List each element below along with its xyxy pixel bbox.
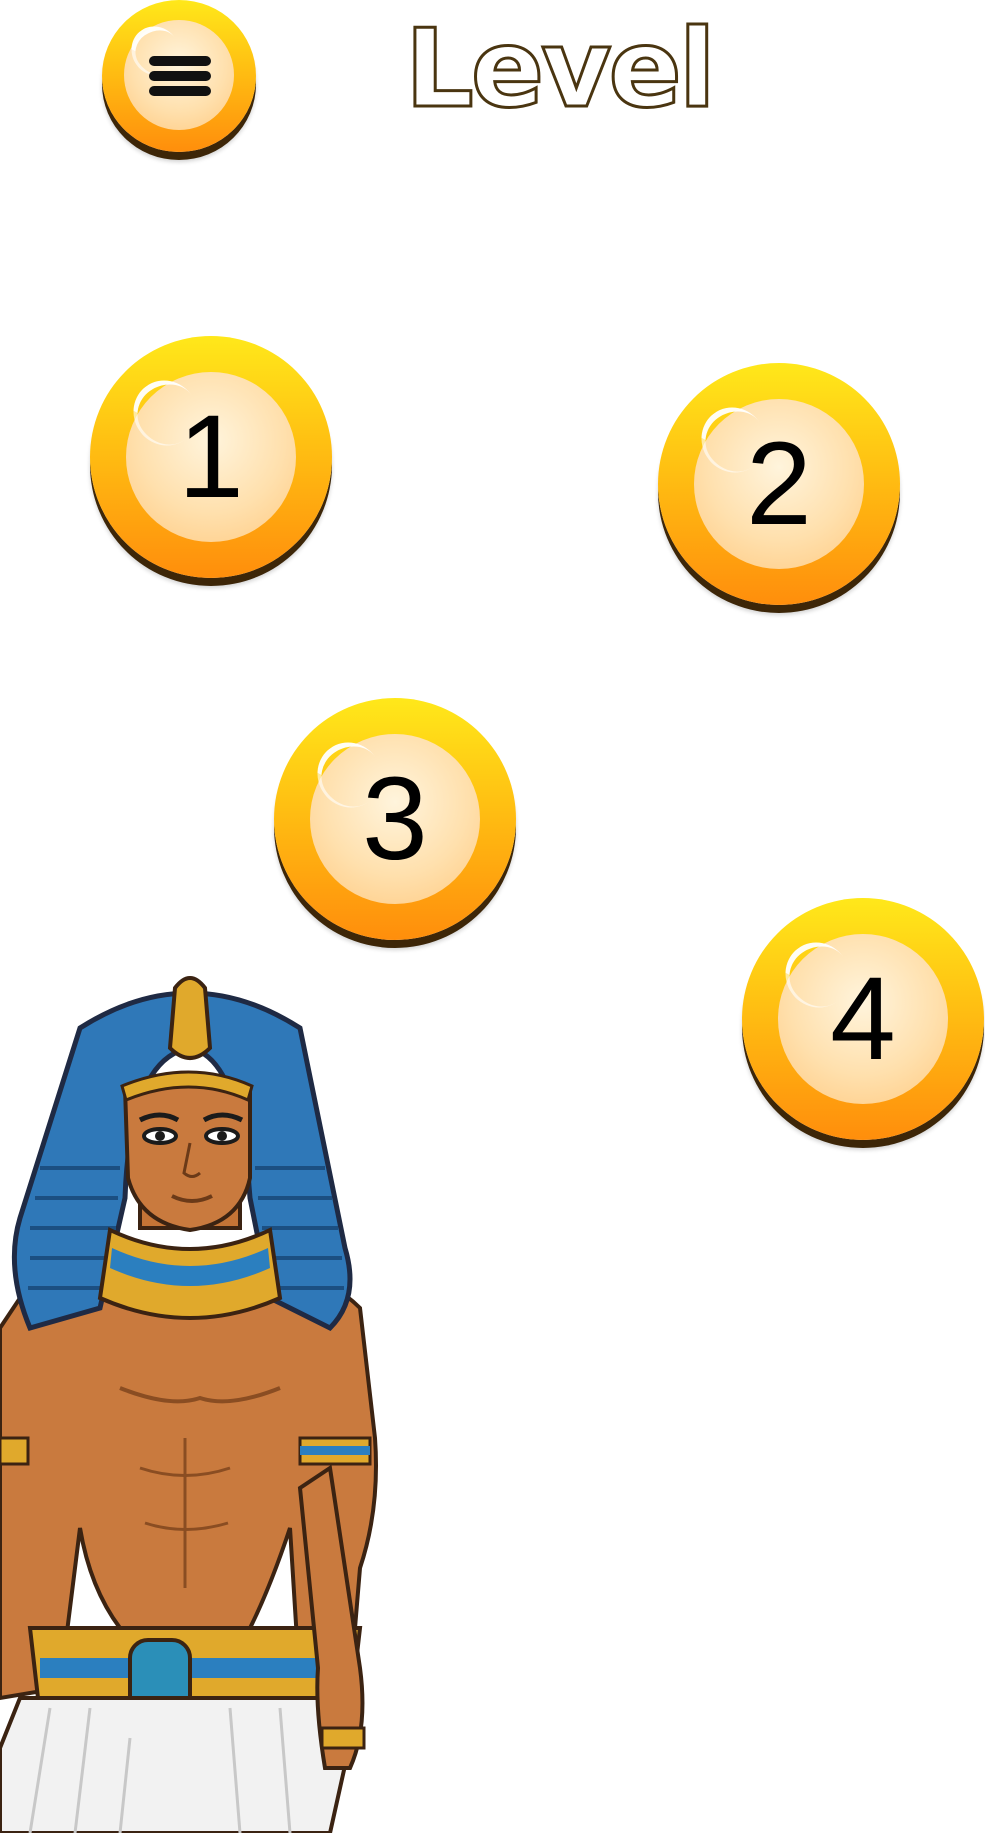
level-button-face bbox=[778, 934, 948, 1104]
level-button-face bbox=[694, 399, 864, 569]
level-button-face bbox=[126, 372, 296, 542]
menu-button[interactable] bbox=[102, 0, 256, 152]
level-4-button[interactable]: 4 bbox=[742, 898, 984, 1140]
level-button-face bbox=[310, 734, 480, 904]
hamburger-menu-icon bbox=[149, 56, 211, 96]
level-3-button[interactable]: 3 bbox=[274, 698, 516, 940]
level-number: 3 bbox=[362, 753, 428, 885]
level-number: 1 bbox=[178, 391, 244, 523]
pharaoh-character-illustration bbox=[0, 976, 378, 1833]
level-number: 4 bbox=[830, 953, 896, 1085]
level-number: 2 bbox=[746, 418, 812, 550]
level-1-button[interactable]: 1 bbox=[90, 336, 332, 578]
page-title: Level bbox=[404, 6, 718, 133]
level-2-button[interactable]: 2 bbox=[658, 363, 900, 605]
